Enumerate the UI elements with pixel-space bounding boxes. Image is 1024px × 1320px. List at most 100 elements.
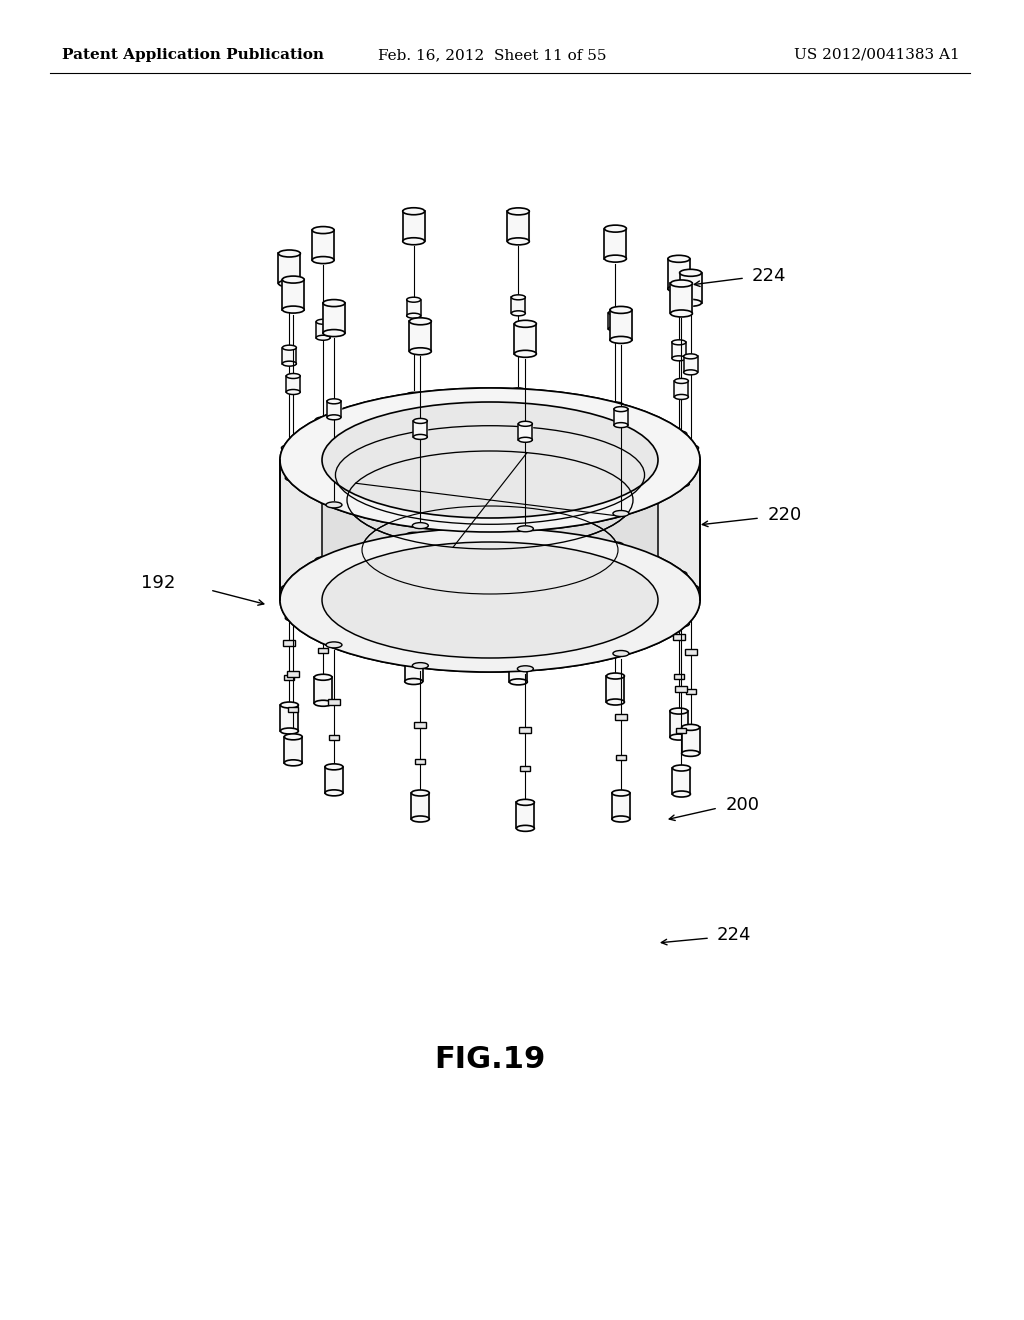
Polygon shape [670,711,688,737]
Polygon shape [402,211,425,242]
Ellipse shape [314,701,332,706]
Ellipse shape [327,414,341,420]
Ellipse shape [312,227,334,234]
Polygon shape [604,228,627,259]
Ellipse shape [608,326,623,331]
Ellipse shape [607,403,624,408]
Polygon shape [684,356,697,372]
Polygon shape [514,323,537,354]
Ellipse shape [407,313,421,318]
Ellipse shape [510,528,526,533]
Ellipse shape [668,285,690,292]
Ellipse shape [507,238,529,246]
Polygon shape [284,640,295,645]
Ellipse shape [671,570,687,577]
Polygon shape [288,671,299,677]
Ellipse shape [671,280,692,286]
Ellipse shape [606,673,625,678]
Polygon shape [682,727,699,754]
Polygon shape [615,714,627,721]
Ellipse shape [406,532,422,539]
Ellipse shape [507,207,529,215]
Ellipse shape [610,306,632,313]
Ellipse shape [670,708,688,714]
Ellipse shape [511,310,525,315]
Ellipse shape [680,269,701,276]
Ellipse shape [612,816,630,822]
Ellipse shape [414,418,427,424]
Polygon shape [412,793,429,818]
Ellipse shape [670,734,688,741]
Ellipse shape [514,321,537,327]
Polygon shape [513,623,523,628]
Polygon shape [612,793,630,818]
Polygon shape [328,698,340,705]
Polygon shape [610,642,621,645]
Text: US 2012/0041383 A1: US 2012/0041383 A1 [795,48,961,62]
Ellipse shape [322,543,658,657]
Polygon shape [686,689,695,694]
Polygon shape [685,648,696,655]
Polygon shape [414,421,427,437]
Polygon shape [615,755,626,760]
Ellipse shape [412,789,429,796]
Ellipse shape [683,585,698,591]
Ellipse shape [283,276,304,282]
Polygon shape [511,297,525,313]
Polygon shape [675,381,688,397]
Polygon shape [416,759,425,764]
Ellipse shape [322,403,658,517]
Polygon shape [285,676,294,680]
Polygon shape [283,280,304,310]
Text: 224: 224 [752,267,786,285]
Polygon shape [285,737,302,763]
Polygon shape [676,686,687,692]
Polygon shape [516,803,535,829]
Polygon shape [606,676,625,702]
Polygon shape [671,284,692,313]
Ellipse shape [680,300,701,306]
Ellipse shape [404,652,423,659]
Polygon shape [314,677,332,704]
Polygon shape [281,705,298,731]
Polygon shape [409,624,419,630]
Text: Patent Application Publication: Patent Application Publication [62,48,324,62]
Ellipse shape [510,388,526,393]
Ellipse shape [414,434,427,440]
Ellipse shape [325,789,343,796]
Ellipse shape [312,256,334,264]
Ellipse shape [682,750,699,756]
Ellipse shape [287,374,300,379]
Polygon shape [509,656,527,682]
Ellipse shape [322,403,658,517]
Polygon shape [318,648,328,652]
Ellipse shape [323,330,345,337]
Polygon shape [519,727,531,733]
Ellipse shape [281,729,298,734]
Ellipse shape [671,310,692,317]
Ellipse shape [672,339,686,345]
Ellipse shape [672,356,686,360]
Text: 220: 220 [768,506,802,524]
Polygon shape [325,767,343,793]
Polygon shape [610,310,632,341]
Ellipse shape [673,766,690,771]
Polygon shape [518,424,532,440]
Polygon shape [614,409,628,425]
Ellipse shape [612,789,630,796]
Text: 192: 192 [140,574,175,591]
Polygon shape [520,767,530,771]
Ellipse shape [280,528,700,672]
Ellipse shape [604,226,627,232]
Ellipse shape [323,300,345,306]
Ellipse shape [315,417,331,422]
Polygon shape [677,729,686,733]
Text: 224: 224 [717,927,752,944]
Ellipse shape [514,350,537,358]
Polygon shape [673,768,690,795]
Ellipse shape [613,651,629,656]
Polygon shape [280,459,700,601]
Polygon shape [283,347,296,363]
Ellipse shape [614,407,628,412]
Ellipse shape [607,543,624,548]
